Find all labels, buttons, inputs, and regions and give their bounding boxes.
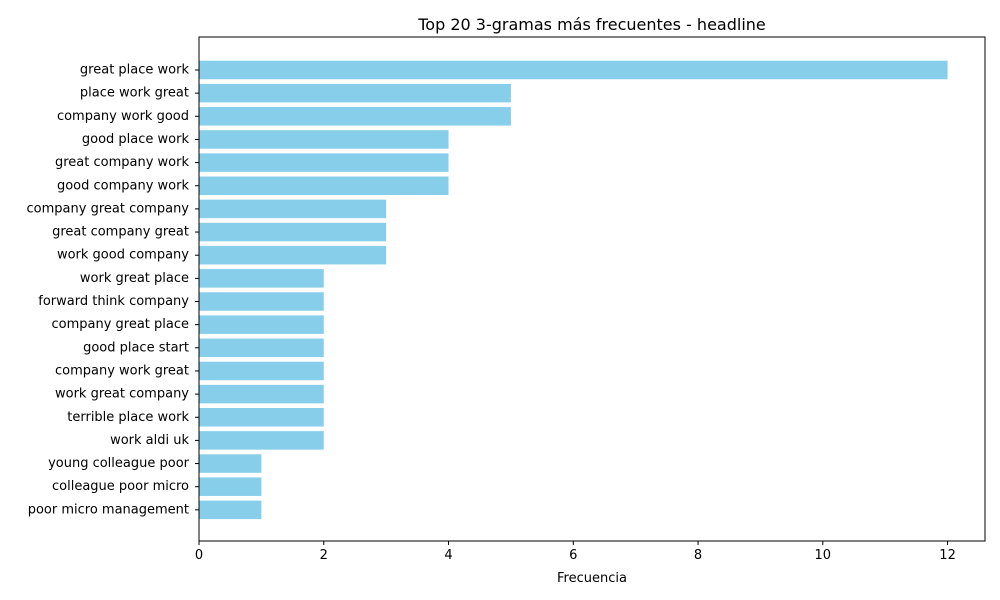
bar <box>199 176 449 195</box>
y-tick-label: good company work <box>57 178 190 193</box>
y-tick-label: great place work <box>80 63 190 78</box>
y-tick-label: work aldi uk <box>110 433 189 448</box>
plot-frame <box>198 36 986 542</box>
y-tick-label: good place start <box>83 340 189 355</box>
bar <box>199 130 449 149</box>
axes-layer: great place work place work great company … <box>27 36 986 563</box>
y-tick-label: work great company <box>55 387 189 402</box>
x-tick-label: 6 <box>569 548 577 563</box>
bar <box>199 431 324 450</box>
bar <box>199 384 324 404</box>
bar <box>199 199 387 219</box>
bar <box>199 477 262 496</box>
y-tick-label: company great company <box>27 201 190 216</box>
y-tick-label: place work great <box>80 86 189 101</box>
x-tick-label: 2 <box>320 548 328 563</box>
bar <box>199 269 324 288</box>
bars-layer <box>199 60 948 520</box>
y-tick-label: good place work <box>82 132 190 147</box>
y-tick-label: work good company <box>57 248 189 263</box>
x-tick-label: 10 <box>815 548 832 563</box>
bar <box>199 245 387 265</box>
y-tick-label: great company great <box>52 225 189 240</box>
bar <box>199 500 262 520</box>
y-tick-label: young colleague poor <box>48 456 190 471</box>
x-tick-label: 0 <box>195 548 203 563</box>
bar <box>199 292 324 311</box>
bar <box>199 153 449 172</box>
bar <box>199 222 387 242</box>
x-tick-label: 12 <box>939 548 956 563</box>
bar <box>199 408 324 427</box>
bar <box>199 60 948 80</box>
y-tick-label: poor micro management <box>28 502 189 517</box>
bar <box>199 107 511 126</box>
y-tick-label: forward think company <box>38 294 189 309</box>
x-axis-label: Frecuencia <box>557 571 627 586</box>
chart-title: Top 20 3-gramas más frecuentes - headlin… <box>417 15 766 34</box>
y-tick-label: company work great <box>55 363 189 378</box>
y-tick-label: company great place <box>51 317 189 332</box>
y-tick-label: terrible place work <box>67 410 189 425</box>
x-tick-label: 4 <box>444 548 452 563</box>
bar <box>199 454 262 473</box>
x-tick-label: 8 <box>694 548 702 563</box>
y-tick-label: work great place <box>80 271 189 286</box>
y-tick-label: colleague poor micro <box>52 479 189 494</box>
bar <box>199 338 324 358</box>
bar <box>199 315 324 334</box>
bar <box>199 83 511 103</box>
y-tick-label: company work good <box>57 109 189 124</box>
bar <box>199 361 324 381</box>
y-tick-label: great company work <box>55 155 189 170</box>
